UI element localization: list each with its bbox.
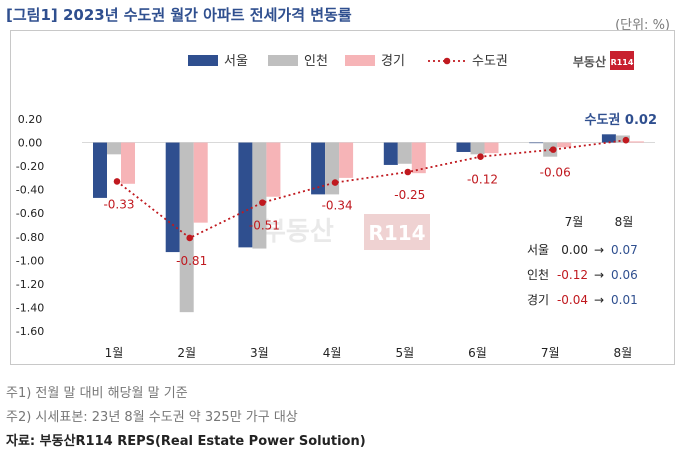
bar-gyeonggi xyxy=(121,142,135,184)
x-tick-label: 4월 xyxy=(323,346,342,360)
table-aug-value: 0.07 xyxy=(611,243,638,257)
bar-seoul xyxy=(529,142,544,144)
data-label: -0.33 xyxy=(103,197,134,211)
y-tick-label: -0.40 xyxy=(16,184,44,197)
legend-incheon-swatch xyxy=(268,55,298,66)
y-tick-label: -0.20 xyxy=(16,160,44,173)
point-metro xyxy=(622,136,630,144)
table-header-aug: 8월 xyxy=(615,215,634,229)
table-arrow: → xyxy=(594,243,604,257)
x-tick-label: 7월 xyxy=(541,346,560,360)
data-label: -0.25 xyxy=(394,188,425,202)
legend-metro-marker xyxy=(443,57,451,65)
watermark-badge xyxy=(364,214,430,250)
bar-seoul xyxy=(601,134,616,143)
y-tick-label: -1.40 xyxy=(16,301,44,314)
data-label: -0.81 xyxy=(176,254,207,268)
bar-incheon xyxy=(397,142,412,164)
bar-seoul xyxy=(311,142,326,195)
x-tick-label: 5월 xyxy=(395,346,414,360)
point-metro xyxy=(113,178,121,185)
bar-gyeonggi xyxy=(339,142,354,178)
table-jul-value: 0.00 xyxy=(561,243,588,257)
logo-badge xyxy=(610,51,634,70)
bar-gyeonggi xyxy=(193,142,208,223)
watermark-text: 부동산 xyxy=(262,217,334,247)
table-row-label: 서울 xyxy=(527,243,549,257)
footnote-2: 주2) 시세표본: 23년 8월 수도권 약 325만 가구 대상 xyxy=(6,410,298,425)
y-tick-label: -0.60 xyxy=(16,207,44,220)
bar-seoul xyxy=(383,142,398,165)
bar-gyeonggi xyxy=(557,142,572,148)
legend-seoul-swatch xyxy=(188,55,218,66)
y-tick-label: 0.20 xyxy=(18,113,43,126)
bar-incheon xyxy=(107,142,121,155)
legend-gyeonggi-swatch xyxy=(345,55,375,66)
bar-seoul xyxy=(238,142,253,248)
table-jul-value: -0.04 xyxy=(557,293,588,307)
point-metro xyxy=(549,146,557,153)
bar-gyeonggi xyxy=(266,142,281,197)
table-row-label: 경기 xyxy=(527,293,549,307)
unit-label: (단위: %) xyxy=(615,18,670,33)
chart-area: 부동산 R114 0.20 0.00 -0.20 -0.40 -0.60 -0.80 -1.00… xyxy=(16,51,657,360)
legend-seoul-label: 서울 xyxy=(224,54,248,69)
chart-title: [그림1] 2023년 수도권 월간 아파트 전세가격 변동률 xyxy=(6,6,352,24)
bar-gyeonggi xyxy=(629,141,644,143)
table-arrow: → xyxy=(594,268,604,282)
y-tick-label: -1.00 xyxy=(16,254,44,267)
bar-incheon xyxy=(470,142,485,155)
point-metro xyxy=(404,168,412,176)
table-jul-value: -0.12 xyxy=(557,268,588,282)
x-tick-label: 2월 xyxy=(177,346,196,360)
x-tick-label: 1월 xyxy=(105,346,124,360)
data-label: -0.06 xyxy=(540,166,571,180)
bar-incheon xyxy=(179,142,194,313)
bar-seoul xyxy=(93,142,107,198)
table-header-jul: 7월 xyxy=(565,215,584,229)
y-tick-label: 0.00 xyxy=(18,137,43,150)
data-label: -0.51 xyxy=(249,219,280,233)
watermark-badge-text: R114 xyxy=(368,221,425,245)
logo-text: 부동산 xyxy=(573,54,606,69)
chart-panel xyxy=(10,30,675,365)
table-arrow: → xyxy=(594,293,604,307)
data-label: -0.12 xyxy=(467,173,498,187)
bar-seoul xyxy=(456,142,471,152)
point-metro xyxy=(331,179,339,186)
bar-gyeonggi xyxy=(484,142,499,154)
bar-incheon xyxy=(325,142,340,195)
table-aug-value: 0.01 xyxy=(611,293,638,307)
table-aug-value: 0.06 xyxy=(611,268,638,282)
logo-badge-text: R114 xyxy=(611,58,634,67)
x-tick-label: 3월 xyxy=(250,346,269,360)
y-tick-label: -1.60 xyxy=(16,325,44,338)
table-row-label: 인천 xyxy=(527,267,549,282)
point-metro xyxy=(186,234,193,242)
x-tick-label: 6월 xyxy=(468,346,487,360)
bar-gyeonggi xyxy=(411,142,426,174)
legend-incheon-label: 인천 xyxy=(304,54,328,69)
source-note: 자료: 부동산R114 REPS(Real Estate Power Solut… xyxy=(6,434,366,449)
data-label: -0.34 xyxy=(322,199,353,213)
line-metro xyxy=(116,139,627,240)
legend-gyeonggi-label: 경기 xyxy=(381,54,405,69)
bar-incheon xyxy=(252,142,267,249)
last-value-label: 수도권 0.02 xyxy=(585,113,657,128)
y-tick-label: -0.80 xyxy=(16,231,44,244)
x-tick-label: 8월 xyxy=(614,346,633,360)
y-tick-label: -1.20 xyxy=(16,278,44,291)
legend-metro-label: 수도권 xyxy=(472,54,508,69)
footnote-1: 주1) 전월 말 대비 해당월 말 기준 xyxy=(6,386,188,401)
point-metro xyxy=(477,153,484,160)
point-metro xyxy=(259,199,266,206)
bar-seoul xyxy=(165,142,180,253)
